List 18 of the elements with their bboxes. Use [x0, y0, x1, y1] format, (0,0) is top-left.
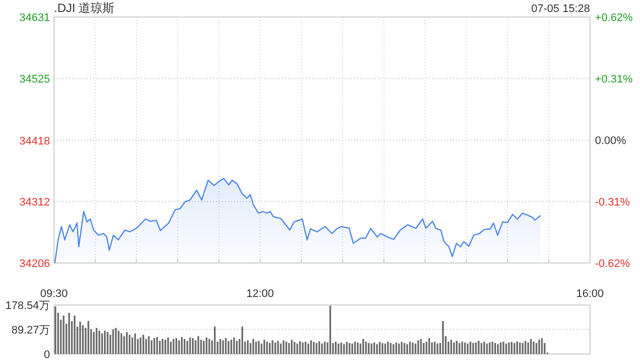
y2-tick-label: +0.31%: [595, 74, 633, 86]
x-tick-label: 16:00: [576, 288, 604, 300]
y2-tick-label: 0.00%: [595, 135, 626, 147]
y2-tick-label: -0.31%: [595, 196, 630, 208]
chart-title: .DJI 道琼斯: [54, 1, 115, 15]
y2-tick-label: -0.62%: [595, 258, 630, 270]
y2-tick-label: +0.62%: [595, 12, 633, 24]
y-tick-label: 34631: [19, 12, 50, 24]
y-tick-label: 34418: [19, 135, 50, 148]
text: 07-05 15:28: [531, 3, 590, 15]
x-tick-label: 09:30: [40, 288, 68, 300]
y-tick-label: 89.27万: [11, 324, 50, 336]
y-tick-label: 0: [44, 349, 50, 360]
y-tick-label: 34525: [19, 73, 50, 86]
x-tick-label: 12:00: [246, 288, 274, 300]
y-tick-label: 178.54万: [5, 300, 50, 312]
y-tick-label: 34206: [19, 258, 50, 270]
y-tick-label: 34312: [19, 196, 50, 209]
